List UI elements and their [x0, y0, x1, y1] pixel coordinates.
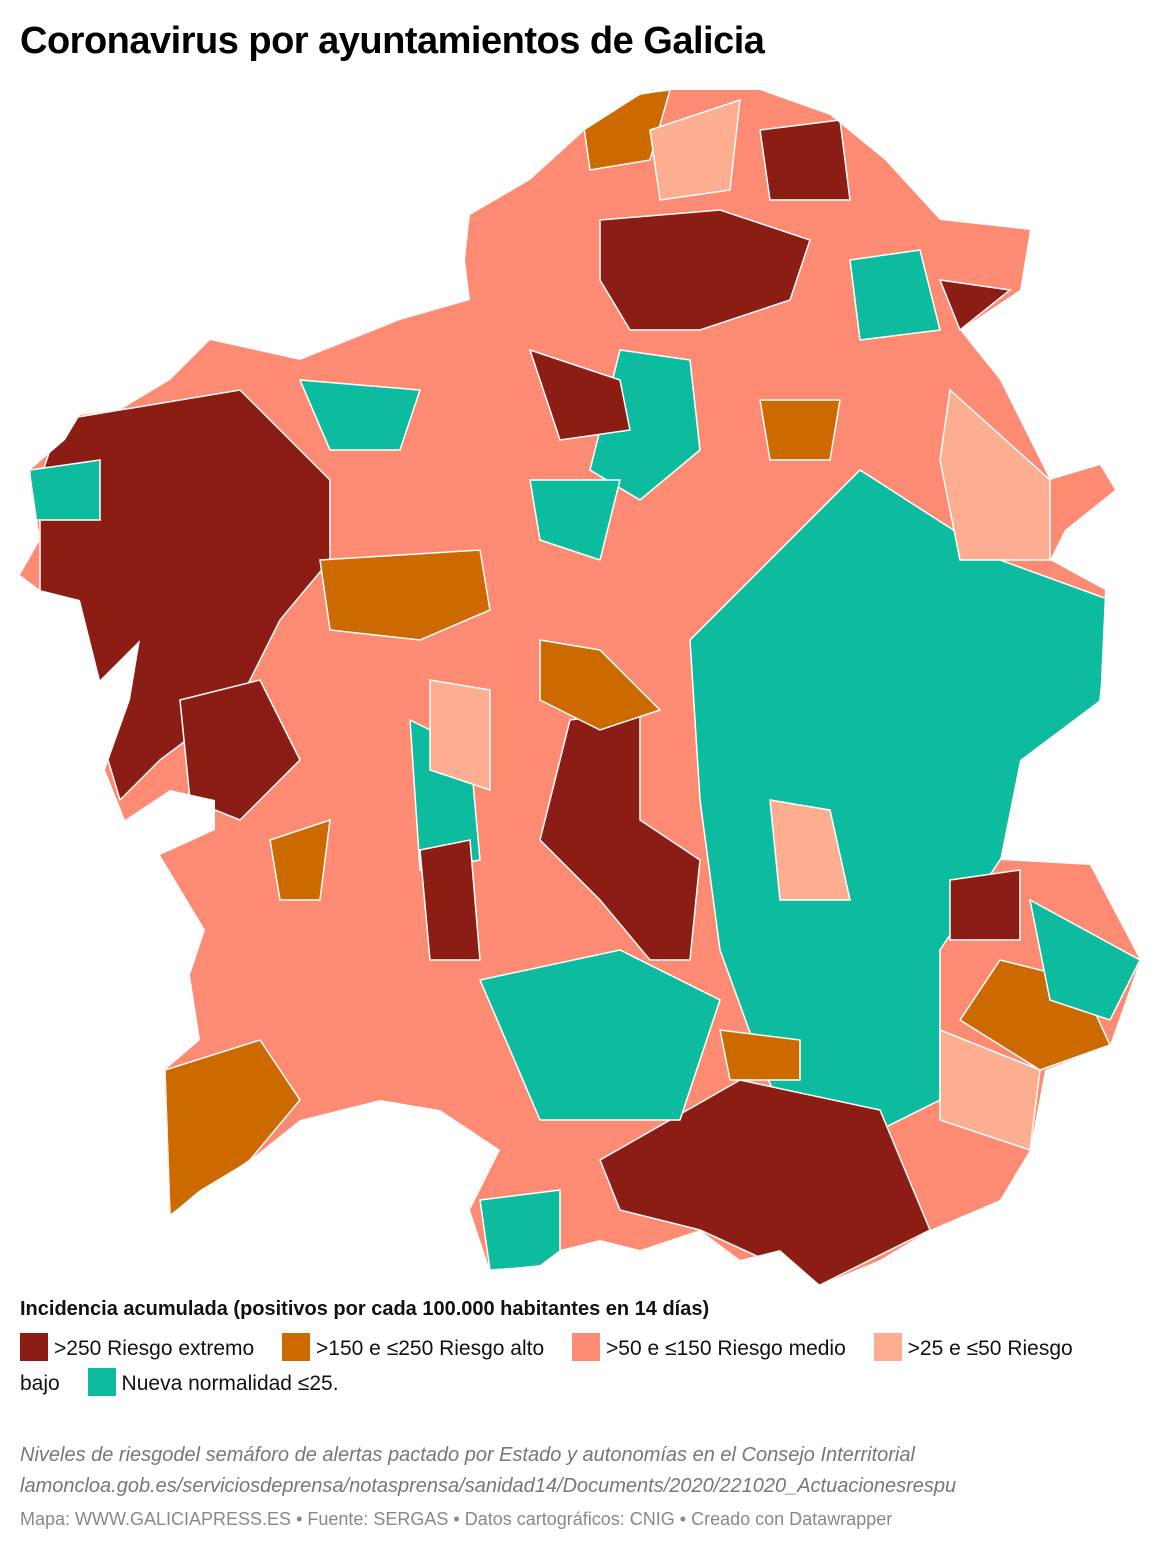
legend-swatch	[282, 1333, 311, 1361]
notes: Niveles de riesgodel semáforo de alertas…	[20, 1440, 1140, 1502]
legend-label: >50 e ≤150 Riesgo medio	[606, 1337, 846, 1360]
region	[849, 249, 941, 341]
region	[759, 399, 841, 461]
region	[649, 98, 741, 201]
region	[29, 459, 101, 521]
title: Coronavirus por ayuntamientos de Galicia	[20, 20, 765, 62]
region	[269, 818, 331, 901]
regions	[20, 90, 1140, 1285]
region	[939, 1028, 1041, 1152]
legend-label: >250 Riesgo extremo	[54, 1337, 255, 1360]
region	[539, 639, 662, 731]
legend-label: >150 e ≤250 Riesgo alto	[316, 1337, 545, 1360]
legend-swatch	[572, 1333, 600, 1361]
region	[599, 209, 811, 331]
legend-items: >250 Riesgo extremo >150 e ≤250 Riesgo a…	[20, 1331, 1140, 1401]
region	[939, 388, 1051, 561]
region	[319, 549, 491, 641]
region	[179, 679, 301, 821]
legend-swatch	[873, 1333, 902, 1361]
region	[759, 119, 851, 201]
legend-label: Nueva normalidad ≤25.	[121, 1372, 339, 1395]
legend-label: >25 e ≤50 Riesgo bajo	[20, 1337, 1073, 1395]
footer: Mapa: WWW.GALICIAPRESS.ES • Fuente: SERG…	[20, 1509, 893, 1529]
region	[529, 479, 621, 561]
legend-swatch	[20, 1333, 48, 1361]
legend: Incidencia acumulada (positivos por cada…	[20, 1298, 1140, 1401]
region	[769, 799, 851, 901]
map	[20, 90, 1140, 1285]
legend-swatch	[87, 1368, 116, 1396]
region	[938, 279, 1012, 332]
region	[164, 1039, 301, 1217]
note: Niveles de riesgodel semáforo de alertas…	[20, 1444, 915, 1466]
region	[689, 469, 1111, 1202]
region	[528, 348, 631, 441]
region	[429, 679, 491, 792]
region	[599, 1079, 931, 1285]
region	[479, 1189, 561, 1271]
legend-item: Nueva normalidad ≤25.	[87, 1368, 339, 1396]
legend-title: Incidencia acumulada (positivos por cada…	[20, 1298, 710, 1320]
legend-item: >250 Riesgo extremo	[20, 1333, 255, 1361]
region	[478, 949, 721, 1121]
region	[1028, 898, 1140, 1021]
region	[298, 379, 422, 451]
legend-item: >25 e ≤50 Riesgo bajo	[20, 1333, 1073, 1395]
note: lamoncloa.gob.es/serviciosdeprensa/notas…	[20, 1475, 957, 1497]
region	[949, 869, 1021, 941]
region	[419, 839, 481, 961]
region	[719, 1029, 801, 1081]
legend-item: >50 e ≤150 Riesgo medio	[572, 1333, 846, 1361]
legend-item: >150 e ≤250 Riesgo alto	[282, 1333, 545, 1361]
region	[539, 709, 701, 961]
